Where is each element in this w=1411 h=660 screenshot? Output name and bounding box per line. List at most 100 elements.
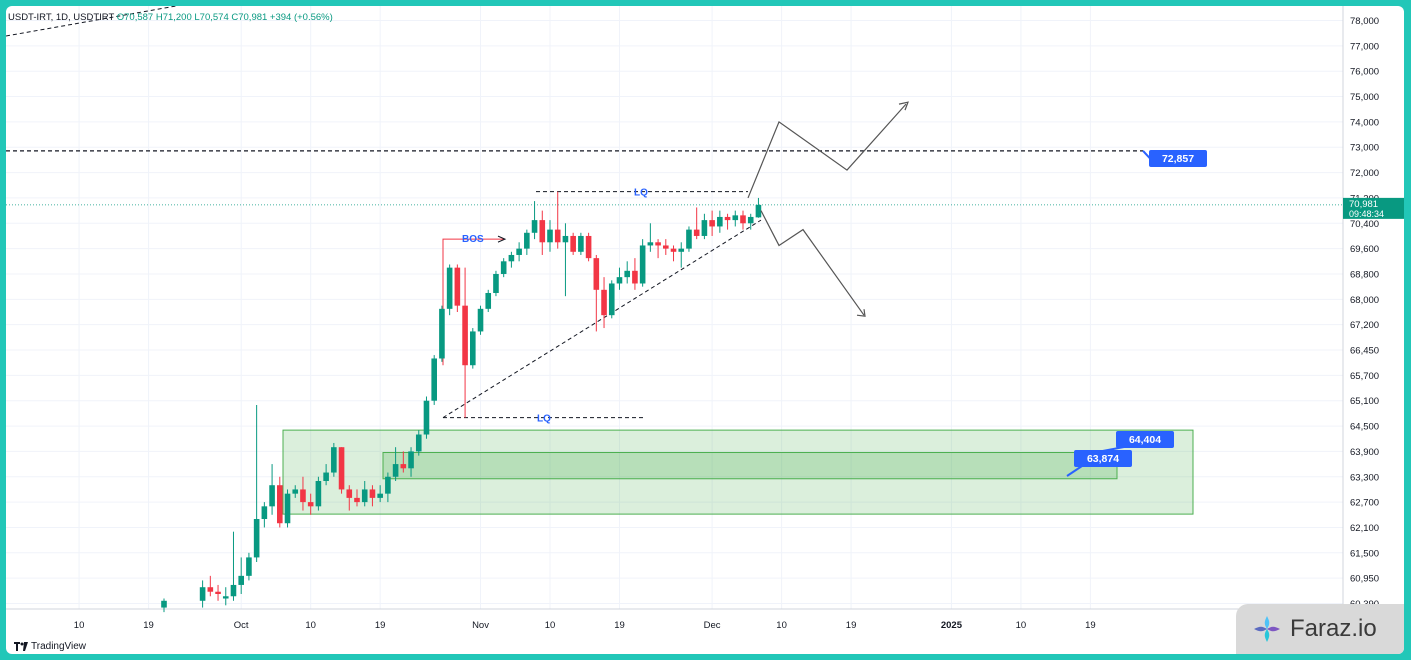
candle-body: [323, 472, 329, 481]
candle[interactable]: [578, 232, 584, 255]
y-tick-label: 72,000: [1350, 168, 1379, 179]
tradingview-logo[interactable]: TradingView: [14, 641, 86, 652]
last-price-bg: [1343, 197, 1404, 219]
y-tick-label: 73,000: [1350, 143, 1379, 154]
candle[interactable]: [300, 476, 306, 511]
candle[interactable]: [554, 191, 561, 249]
candle[interactable]: [686, 226, 692, 252]
candle[interactable]: [470, 328, 476, 369]
candle[interactable]: [385, 472, 391, 503]
candle[interactable]: [261, 502, 268, 528]
candle[interactable]: [755, 197, 762, 218]
candle[interactable]: [307, 493, 314, 515]
candle[interactable]: [608, 280, 615, 319]
candle-body: [740, 215, 746, 224]
candle[interactable]: [524, 229, 530, 255]
x-tick-label: 19: [375, 620, 386, 631]
candle-body: [747, 216, 754, 224]
price-callout-72857[interactable]: 72,857: [1142, 150, 1207, 167]
candle[interactable]: [161, 598, 167, 613]
candle[interactable]: [207, 575, 214, 597]
candle[interactable]: [624, 261, 630, 284]
candle[interactable]: [277, 476, 283, 528]
candle[interactable]: [647, 223, 654, 252]
candle[interactable]: [562, 223, 569, 297]
y-tick-label: 68,000: [1350, 295, 1379, 306]
candle[interactable]: [408, 447, 414, 477]
candle[interactable]: [199, 580, 206, 608]
candle[interactable]: [238, 557, 244, 594]
candle[interactable]: [354, 489, 360, 507]
candle[interactable]: [747, 213, 754, 230]
candle[interactable]: [323, 464, 329, 486]
candle[interactable]: [570, 232, 576, 255]
candle[interactable]: [493, 270, 499, 297]
candle[interactable]: [531, 201, 538, 240]
candle[interactable]: [423, 396, 430, 439]
candle[interactable]: [678, 242, 685, 268]
candle[interactable]: [253, 404, 260, 563]
candle[interactable]: [732, 210, 739, 227]
candle[interactable]: [724, 213, 731, 230]
x-tick-label: 19: [614, 620, 625, 631]
candle[interactable]: [547, 220, 553, 252]
candle[interactable]: [670, 245, 677, 262]
callout-text: 64,404: [1129, 434, 1161, 446]
candle[interactable]: [346, 485, 353, 511]
candle[interactable]: [616, 267, 623, 290]
candle-body: [246, 557, 252, 576]
candle[interactable]: [315, 476, 322, 511]
candle[interactable]: [601, 277, 607, 329]
candle[interactable]: [284, 489, 291, 528]
symbol-label[interactable]: USDT-IRT, 1D, USDTIRT: [8, 12, 115, 23]
candle[interactable]: [585, 232, 592, 262]
candle[interactable]: [740, 210, 746, 230]
candle[interactable]: [338, 447, 345, 494]
candle-body: [284, 493, 291, 524]
candle[interactable]: [693, 207, 700, 240]
candle[interactable]: [431, 355, 437, 405]
candle[interactable]: [539, 210, 546, 255]
candle[interactable]: [292, 485, 299, 498]
countdown-value: 09:48:34: [1349, 209, 1384, 219]
candle[interactable]: [230, 531, 237, 601]
candle[interactable]: [485, 289, 492, 312]
candle[interactable]: [246, 552, 252, 581]
demand-zone-inner: [382, 452, 1118, 480]
candle[interactable]: [717, 210, 723, 233]
candle[interactable]: [392, 447, 399, 481]
candle-body: [531, 220, 538, 233]
candle[interactable]: [516, 242, 522, 262]
candle[interactable]: [500, 258, 507, 278]
candle[interactable]: [400, 451, 407, 473]
candle[interactable]: [215, 584, 221, 601]
candle[interactable]: [377, 485, 383, 503]
candle[interactable]: [415, 430, 422, 456]
candle[interactable]: [222, 587, 229, 606]
candle[interactable]: [269, 464, 275, 515]
candle[interactable]: [361, 480, 368, 507]
candle[interactable]: [639, 239, 646, 287]
candle[interactable]: [331, 442, 337, 477]
candle[interactable]: [508, 251, 515, 268]
ohlc-readout: O70,587 H71,200 L70,574 C70,981 +394 (+0…: [116, 12, 333, 23]
price-chart[interactable]: 78,000 77,000 76,000 75,000 74,000 73,000 72,0…: [6, 6, 1404, 654]
candle[interactable]: [663, 239, 669, 255]
candle[interactable]: [462, 267, 468, 418]
candle[interactable]: [593, 254, 600, 332]
candle[interactable]: [709, 210, 715, 236]
candle[interactable]: [446, 264, 453, 316]
candle[interactable]: [369, 485, 376, 507]
faraz-watermark: Faraz.io: [1236, 604, 1404, 654]
candle[interactable]: [701, 213, 708, 240]
candle[interactable]: [439, 305, 445, 362]
candle[interactable]: [477, 305, 484, 335]
price-callout-63874[interactable]: 63,874: [1066, 450, 1132, 477]
candle[interactable]: [655, 239, 661, 259]
candle-body: [524, 232, 530, 249]
candle-body: [717, 216, 723, 227]
candle[interactable]: [632, 258, 638, 290]
callout-box: [1074, 450, 1132, 467]
candle[interactable]: [454, 264, 461, 312]
